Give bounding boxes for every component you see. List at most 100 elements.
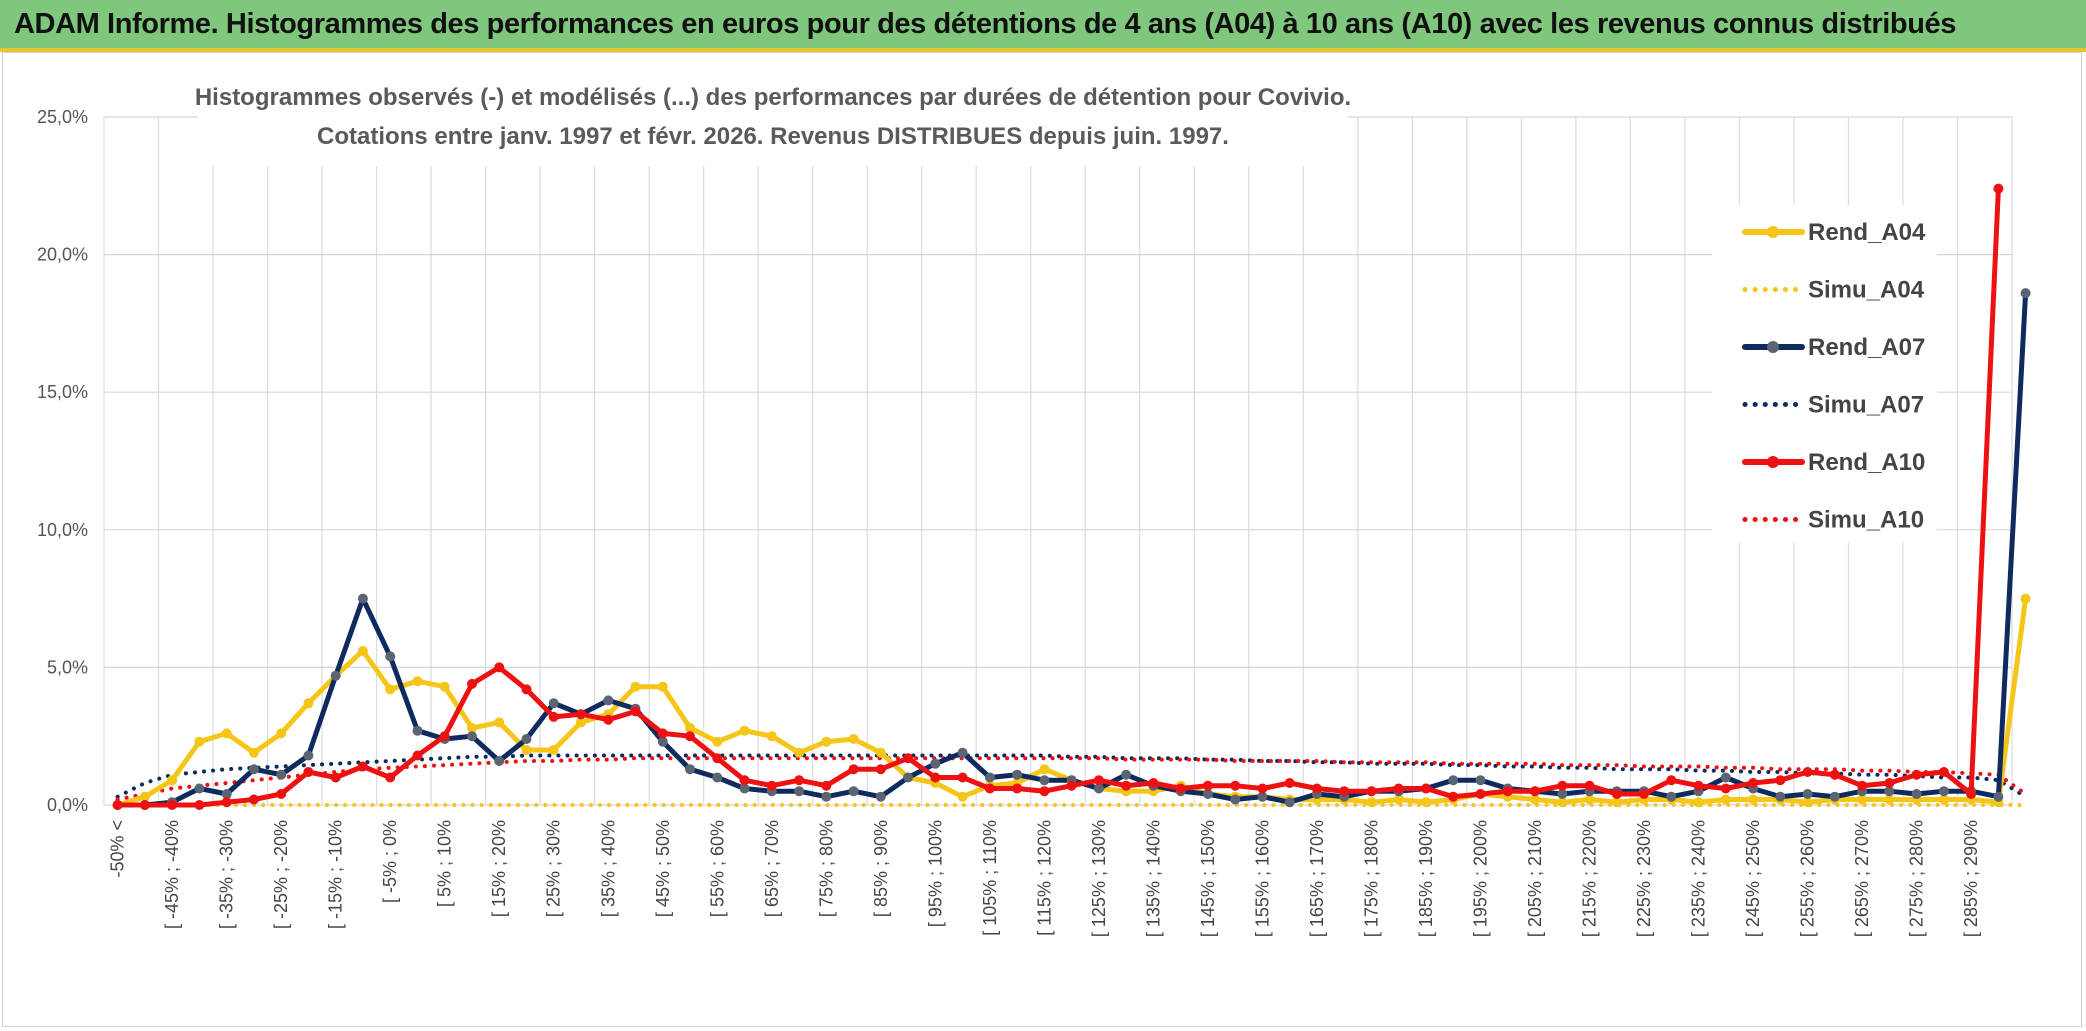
- data-point: [712, 753, 723, 764]
- x-tick-label: [ 5% ; 10%: [435, 820, 455, 907]
- data-point: [1666, 775, 1677, 786]
- data-point: [1584, 794, 1595, 805]
- x-tick-label: [ 195% ; 200%: [1471, 820, 1491, 937]
- data-point: [657, 728, 668, 739]
- series-layer: [112, 183, 2031, 810]
- data-point: [521, 684, 532, 695]
- data-point: [957, 747, 968, 758]
- data-point: [1148, 778, 1159, 788]
- series-line: [115, 186, 2001, 808]
- data-point: [303, 698, 314, 709]
- data-point: [1257, 783, 1268, 794]
- chart-subtitle: Cotations entre janv. 1997 et févr. 2026…: [317, 123, 1229, 150]
- data-point: [303, 767, 314, 777]
- x-tick-label: [ 115% ; 120%: [1034, 820, 1054, 936]
- data-point: [548, 698, 559, 709]
- report-title: ADAM Informe. Histogrammes des performan…: [14, 8, 1956, 40]
- x-tick-label: [ 265% ; 270%: [1852, 820, 1872, 937]
- data-point: [1202, 780, 1213, 791]
- data-point: [494, 662, 505, 673]
- data-point: [630, 681, 641, 692]
- data-point: [685, 764, 695, 775]
- data-point: [794, 786, 805, 797]
- data-point: [1530, 794, 1540, 805]
- data-point: [1284, 778, 1295, 788]
- data-point: [875, 764, 886, 775]
- data-point: [739, 775, 750, 786]
- data-point: [903, 753, 914, 764]
- legend-item: Rend_A07: [1742, 334, 1925, 361]
- data-point: [1857, 794, 1868, 805]
- data-point: [1421, 797, 1431, 808]
- data-point: [630, 706, 641, 717]
- data-point: [1093, 775, 1104, 786]
- data-point: [112, 800, 123, 810]
- data-point: [1693, 797, 1704, 808]
- data-point: [548, 745, 559, 755]
- data-point: [385, 651, 396, 662]
- legend-label: Rend_A10: [1808, 449, 1925, 476]
- legend-item: Simu_A04: [1742, 277, 1925, 304]
- data-point: [1230, 794, 1241, 805]
- data-point: [1393, 794, 1404, 805]
- series-rend-a10: [112, 183, 2004, 810]
- x-tick-label: [ 215% ; 220%: [1580, 820, 1600, 937]
- data-point: [1666, 791, 1677, 802]
- data-point: [794, 747, 805, 758]
- data-point: [1012, 769, 1023, 780]
- data-point: [1748, 794, 1759, 805]
- data-point: [1448, 775, 1459, 786]
- x-tick-label: [ 235% ; 240%: [1689, 820, 1709, 937]
- data-point: [821, 780, 832, 791]
- data-point: [412, 676, 423, 687]
- data-point: [1720, 794, 1731, 805]
- data-point: [2020, 288, 2031, 299]
- legend-item: Simu_A10: [1742, 507, 1924, 534]
- x-tick-label: [ 155% ; 160%: [1252, 820, 1272, 937]
- data-point: [521, 745, 532, 755]
- data-point: [276, 769, 287, 780]
- x-tick-label: [ 45% ; 50%: [653, 820, 673, 917]
- data-point: [603, 695, 614, 706]
- data-point: [1393, 783, 1404, 794]
- data-point: [1557, 797, 1568, 808]
- data-point: [467, 678, 477, 689]
- title-background: [198, 78, 1348, 166]
- x-tick-label: [ 125% ; 130%: [1089, 820, 1109, 937]
- data-point: [685, 722, 695, 733]
- data-point: [1530, 786, 1540, 797]
- data-point: [848, 764, 859, 775]
- y-tick-label: 25,0%: [37, 107, 88, 127]
- data-point: [848, 734, 859, 744]
- data-point: [467, 722, 477, 733]
- data-point: [903, 772, 914, 783]
- data-point: [1421, 783, 1431, 794]
- data-point: [657, 681, 668, 692]
- data-point: [1611, 789, 1622, 799]
- y-tick-label: 20,0%: [37, 245, 88, 265]
- data-point: [330, 772, 341, 783]
- x-tick-label: [ 15% ; 20%: [489, 820, 509, 917]
- data-point: [1720, 783, 1731, 794]
- data-point: [221, 728, 232, 739]
- data-point: [1748, 778, 1759, 788]
- data-point: [1938, 767, 1949, 777]
- data-point: [1775, 775, 1786, 786]
- data-point: [603, 714, 614, 725]
- x-tick-label: [ 95% ; 100%: [925, 820, 945, 927]
- data-point: [875, 791, 886, 802]
- data-point: [194, 800, 205, 810]
- x-tick-label: [ 35% ; 40%: [598, 820, 618, 917]
- x-tick-label: [ 145% ; 150%: [1198, 820, 1218, 937]
- data-point: [1938, 786, 1949, 797]
- data-point: [467, 731, 477, 742]
- x-tick-label: -50% <: [108, 820, 128, 878]
- data-point: [1611, 797, 1622, 808]
- data-point: [1093, 783, 1104, 794]
- legend-marker: [1767, 226, 1779, 238]
- data-point: [1938, 794, 1949, 805]
- x-tick-label: [ 255% ; 260%: [1798, 820, 1818, 937]
- data-point: [1829, 791, 1840, 802]
- data-point: [167, 800, 178, 810]
